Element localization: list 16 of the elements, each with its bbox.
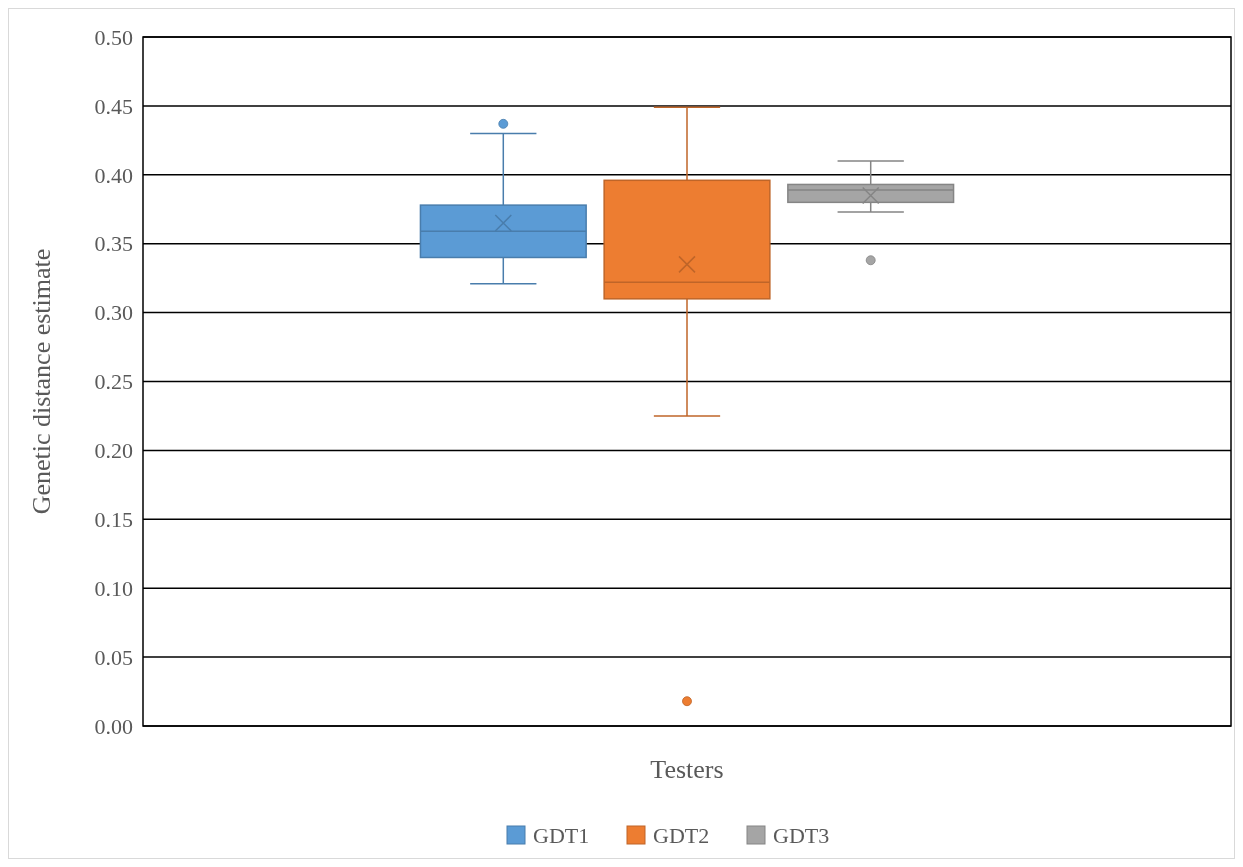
legend-label: GDT2 (653, 822, 710, 848)
legend-label: GDT3 (773, 822, 830, 848)
y-tick-label: 0.20 (94, 438, 133, 464)
y-tick-label: 0.00 (94, 713, 133, 739)
legend-label: GDT1 (533, 822, 590, 848)
y-tick-label: 0.15 (94, 507, 133, 532)
y-tick-label: 0.35 (94, 231, 133, 257)
y-tick-label: 0.10 (94, 575, 133, 601)
y-tick-label: 0.50 (94, 24, 133, 50)
y-tick-label: 0.40 (94, 162, 133, 188)
y-tick-label: 0.45 (94, 93, 133, 119)
y-tick-label: 0.05 (94, 644, 133, 670)
y-axis-title: Genetic distance estimate (27, 248, 56, 515)
y-tick-label: 0.25 (94, 369, 133, 395)
y-tick-label: 0.30 (94, 300, 133, 326)
x-axis-title: Testers (650, 755, 724, 784)
